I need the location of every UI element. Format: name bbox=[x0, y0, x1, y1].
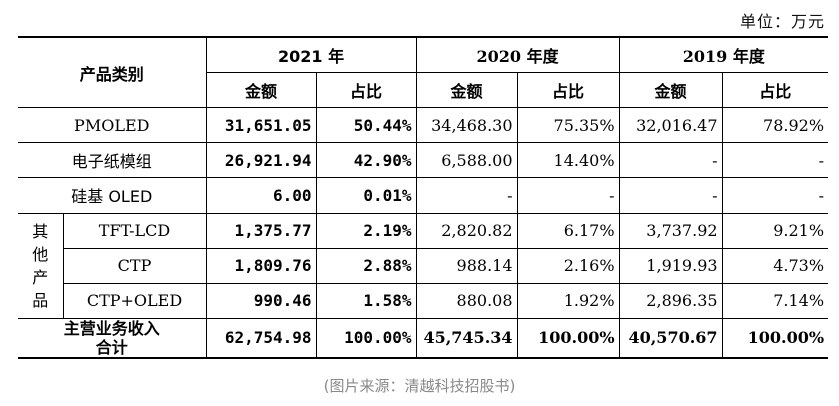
cell-2021-share: 42.90% bbox=[315, 142, 417, 179]
table-row: 电子纸模组 26,921.94 42.90% 6,588.00 14.40% -… bbox=[18, 142, 829, 179]
other-products-char: 他 bbox=[32, 244, 49, 264]
row-name: PMOLED bbox=[18, 107, 207, 144]
total-2021-share: 100.00% bbox=[315, 317, 417, 359]
cell-2021-share: 2.88% bbox=[315, 247, 417, 284]
row-name: CTP+OLED bbox=[62, 282, 207, 319]
header-category: 产品类别 bbox=[18, 36, 207, 109]
cell-2020-share: - bbox=[516, 177, 620, 214]
row-name: TFT-LCD bbox=[62, 212, 207, 249]
table-row: PMOLED 31,651.05 50.44% 34,468.30 75.35%… bbox=[18, 107, 829, 144]
cell-2019-amount: 32,016.47 bbox=[618, 107, 723, 144]
cell-2020-amount: 34,468.30 bbox=[415, 107, 518, 144]
cell-2020-amount: - bbox=[415, 177, 518, 214]
cell-2021-amount: 990.46 bbox=[205, 282, 317, 319]
cell-2019-share: 9.21% bbox=[721, 212, 829, 249]
cell-2021-amount: 26,921.94 bbox=[205, 142, 317, 179]
cell-2019-share: 7.14% bbox=[721, 282, 829, 319]
cell-2019-amount: - bbox=[618, 177, 723, 214]
cell-2020-amount: 2,820.82 bbox=[415, 212, 518, 249]
total-label-line1: 主营业务收入 bbox=[63, 318, 160, 338]
header-2020-amount: 金额 bbox=[415, 72, 518, 109]
row-name: CTP bbox=[62, 247, 207, 284]
cell-2020-share: 1.92% bbox=[516, 282, 620, 319]
table-row: 硅基 OLED 6.00 0.01% - - - - bbox=[18, 177, 829, 214]
header-row-years: 产品类别 2021 年 2020 年度 2019 年度 bbox=[18, 36, 829, 109]
table-row: 其 他 产 品 TFT-LCD 1,375.77 2.19% 2,820.82 … bbox=[18, 212, 829, 319]
header-2019-share: 占比 bbox=[721, 72, 829, 109]
cell-2020-amount: 988.14 bbox=[415, 247, 518, 284]
cell-2019-share: - bbox=[721, 142, 829, 179]
header-2020-share: 占比 bbox=[516, 72, 620, 109]
cell-2020-share: 14.40% bbox=[516, 142, 620, 179]
cell-2020-amount: 6,588.00 bbox=[415, 142, 518, 179]
cell-2019-share: 78.92% bbox=[721, 107, 829, 144]
header-2020: 2020 年度 bbox=[415, 36, 620, 74]
cell-2019-share: - bbox=[721, 177, 829, 214]
header-2021-amount: 金额 bbox=[205, 72, 317, 109]
other-products-char: 产 bbox=[32, 267, 49, 287]
cell-2021-share: 50.44% bbox=[315, 107, 417, 144]
other-products-char: 品 bbox=[32, 290, 49, 310]
cell-2021-amount: 6.00 bbox=[205, 177, 317, 214]
row-name: 硅基 OLED bbox=[18, 177, 207, 214]
total-label: 主营业务收入 合计 bbox=[18, 317, 207, 359]
header-row-metrics: 金额 占比 金额 占比 金额 占比 bbox=[18, 72, 829, 109]
revenue-table: 产品类别 2021 年 2020 年度 2019 年度 金额 占比 金额 占比 … bbox=[18, 36, 829, 359]
total-row: 主营业务收入 合计 62,754.98 100.00% 45,745.34 10… bbox=[18, 317, 829, 359]
image-caption: (图片来源：清越科技招股书) bbox=[323, 377, 516, 395]
total-2020-amount: 45,745.34 bbox=[415, 317, 518, 359]
cell-2019-share: 4.73% bbox=[721, 247, 829, 284]
header-2021: 2021 年 bbox=[205, 36, 417, 74]
total-2019-share: 100.00% bbox=[721, 317, 829, 359]
other-products-label: 其 他 产 品 bbox=[18, 212, 64, 319]
cell-2021-share: 2.19% bbox=[315, 212, 417, 249]
cell-2021-amount: 1,375.77 bbox=[205, 212, 317, 249]
cell-2021-share: 1.58% bbox=[315, 282, 417, 319]
cell-2019-amount: - bbox=[618, 142, 723, 179]
cell-2020-share: 75.35% bbox=[516, 107, 620, 144]
cell-2020-share: 2.16% bbox=[516, 247, 620, 284]
header-2019: 2019 年度 bbox=[618, 36, 829, 74]
cell-2020-share: 6.17% bbox=[516, 212, 620, 249]
total-2019-amount: 40,570.67 bbox=[618, 317, 723, 359]
cell-2019-amount: 2,896.35 bbox=[618, 282, 723, 319]
header-2021-share: 占比 bbox=[315, 72, 417, 109]
other-products-char: 其 bbox=[32, 221, 49, 241]
cell-2019-amount: 3,737.92 bbox=[618, 212, 723, 249]
cell-2021-share: 0.01% bbox=[315, 177, 417, 214]
cell-2020-amount: 880.08 bbox=[415, 282, 518, 319]
total-2020-share: 100.00% bbox=[516, 317, 620, 359]
total-2021-amount: 62,754.98 bbox=[205, 317, 317, 359]
cell-2021-amount: 1,809.76 bbox=[205, 247, 317, 284]
table-row: CTP+OLED 990.46 1.58% 880.08 1.92% 2,896… bbox=[18, 282, 829, 319]
table-row: CTP 1,809.76 2.88% 988.14 2.16% 1,919.93… bbox=[18, 247, 829, 284]
row-name: 电子纸模组 bbox=[18, 142, 207, 179]
unit-label: 单位：万元 bbox=[739, 12, 825, 31]
header-2019-amount: 金额 bbox=[618, 72, 723, 109]
table-panel: 单位：万元 产品类别 2021 年 2020 年度 2019 年度 金额 占比 … bbox=[18, 12, 829, 359]
total-label-line2: 合计 bbox=[95, 337, 128, 357]
cell-2019-amount: 1,919.93 bbox=[618, 247, 723, 284]
cell-2021-amount: 31,651.05 bbox=[205, 107, 317, 144]
